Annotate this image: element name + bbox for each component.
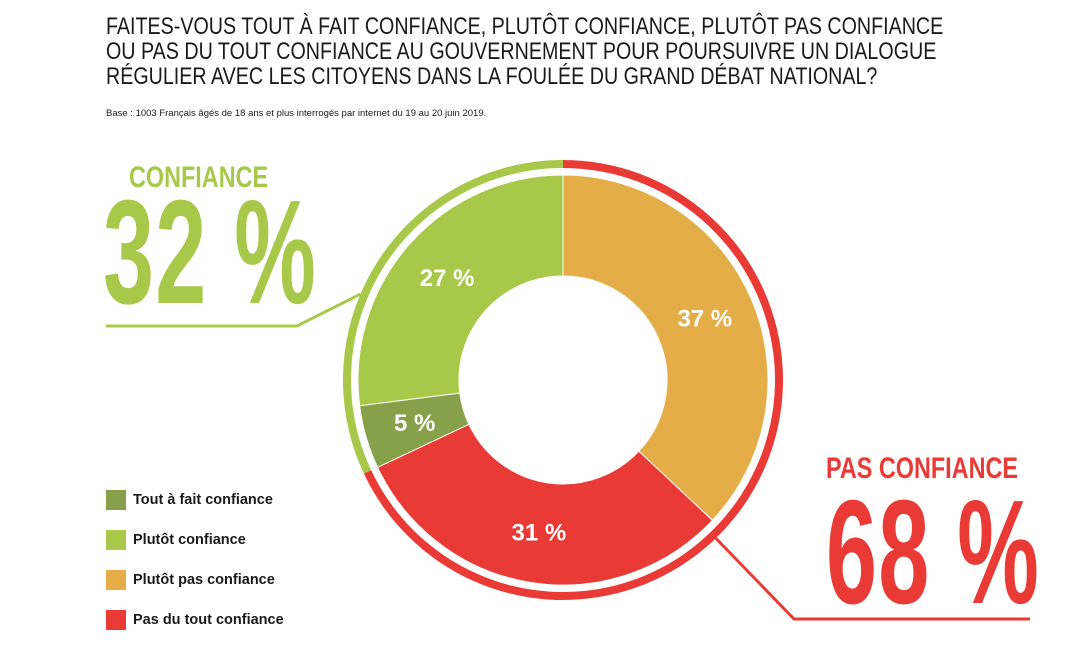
connector-lines	[106, 292, 1030, 621]
legend-item-plutot-pas: Plutôt pas confiance	[106, 560, 284, 600]
legend-label: Pas du tout confiance	[133, 612, 284, 628]
legend-label: Tout à fait confiance	[133, 492, 273, 508]
outer-ring-confiance	[343, 160, 563, 474]
pas-confiance-label: PAS CONFIANCE	[826, 452, 1018, 485]
confiance-percent: 32 %	[103, 170, 318, 335]
slice-value-label: 37 %	[677, 306, 732, 333]
slice-value-label: 27 %	[420, 265, 475, 292]
base-note: Base : 1003 Français âgés de 18 ans et p…	[106, 108, 487, 119]
donut-slice	[357, 174, 564, 407]
legend-swatch	[106, 610, 126, 630]
donut-slice	[562, 174, 769, 522]
chart-title-line-3: RÉGULIER AVEC LES CITOYENS DANS LA FOULÉ…	[106, 63, 878, 90]
legend-item-plutot-confiance: Plutôt confiance	[106, 520, 284, 560]
connector-pas-confiance	[714, 537, 1030, 621]
legend-swatch	[106, 490, 126, 510]
donut-slice	[376, 423, 714, 586]
connector-confiance	[106, 292, 362, 328]
slice-value-label: 31 %	[511, 520, 566, 547]
legend-swatch	[106, 570, 126, 590]
chart-title-line-1: FAITES-VOUS TOUT À FAIT CONFIANCE, PLUTÔ…	[106, 13, 944, 40]
chart-title-line-2: OU PAS DU TOUT CONFIANCE AU GOUVERNEMENT…	[106, 38, 937, 65]
slice-labels: 37 % 31 % 5 % 27 %	[394, 265, 732, 547]
legend: Tout à fait confiance Plutôt confiance P…	[106, 480, 284, 640]
donut-slices	[357, 174, 769, 586]
legend-label: Plutôt confiance	[133, 532, 246, 548]
legend-item-pas-du-tout: Pas du tout confiance	[106, 600, 284, 640]
pas-confiance-percent: 68 %	[826, 470, 1041, 635]
confiance-label: CONFIANCE	[129, 161, 269, 194]
legend-label: Plutôt pas confiance	[133, 572, 275, 588]
chart-title: FAITES-VOUS TOUT À FAIT CONFIANCE, PLUTÔ…	[106, 14, 1056, 89]
legend-swatch	[106, 530, 126, 550]
outer-rings	[343, 160, 784, 600]
legend-item-tout-a-fait: Tout à fait confiance	[106, 480, 284, 520]
slice-value-label: 5 %	[394, 410, 435, 437]
